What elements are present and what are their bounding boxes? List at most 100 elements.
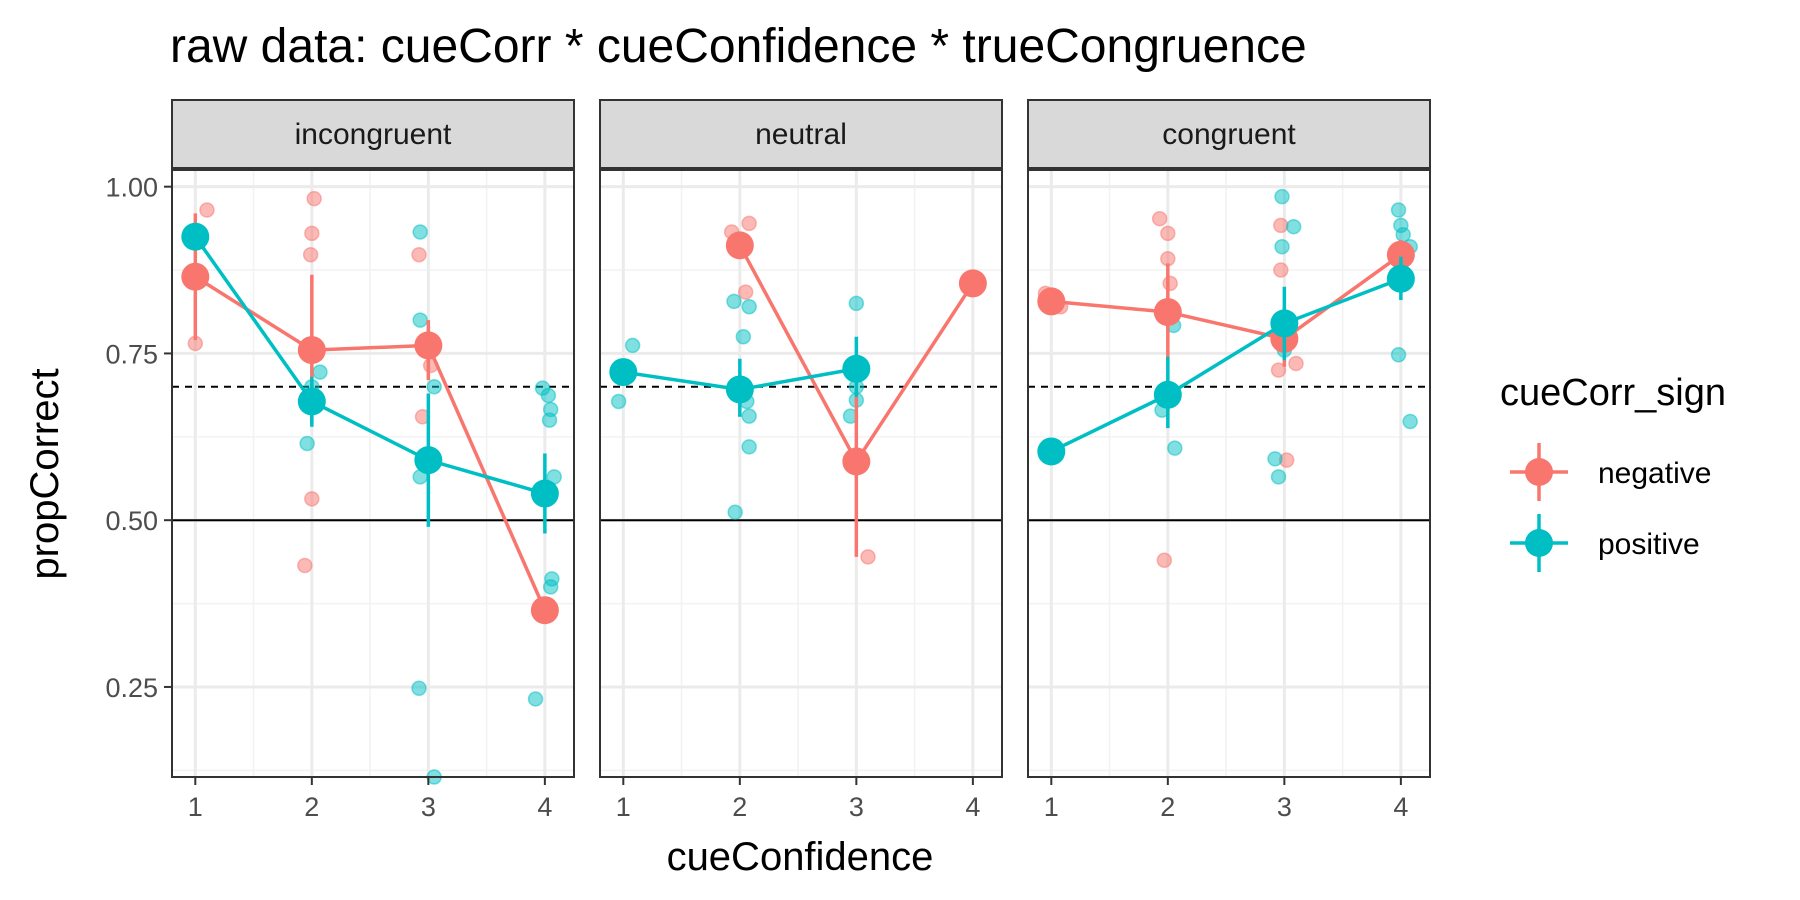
x-tick-label: 3 xyxy=(849,792,864,822)
mean-point-positive xyxy=(1037,437,1066,466)
raw-point-positive xyxy=(1402,413,1418,430)
raw-point-negative xyxy=(1156,552,1173,568)
raw-point-positive xyxy=(741,408,757,424)
panel-border xyxy=(1027,169,1431,778)
raw-point-positive xyxy=(1267,451,1283,467)
raw-point-negative xyxy=(1273,217,1289,234)
strip-label: incongruent xyxy=(295,118,452,151)
raw-point-positive xyxy=(1390,202,1407,218)
raw-point-positive xyxy=(848,295,865,312)
raw-point-positive xyxy=(1285,218,1302,235)
raw-point-negative xyxy=(1162,275,1178,292)
raw-point-positive xyxy=(741,298,757,315)
facet-congruent: congruent 1 2 3 4 xyxy=(1027,99,1431,822)
y-tick-label: 1.00 xyxy=(105,173,158,203)
raw-point-positive xyxy=(299,435,315,452)
raw-point-negative xyxy=(199,202,215,218)
legend-key-negative xyxy=(1510,443,1568,501)
panel-background xyxy=(600,170,1002,777)
legend-key-positive xyxy=(1510,514,1568,572)
mean-point-negative xyxy=(725,231,754,260)
x-tick-label: 4 xyxy=(965,792,980,822)
raw-point-negative xyxy=(306,190,322,207)
y-tick-label: 0.25 xyxy=(105,673,158,703)
raw-point-positive xyxy=(542,579,559,595)
x-tick-label: 4 xyxy=(1393,792,1408,822)
raw-point-positive xyxy=(541,412,558,428)
strip-label: congruent xyxy=(1162,118,1296,151)
y-tick-label: 0.50 xyxy=(105,506,158,536)
facets: incongruent 1 2 3 4 neutral 1 2 3 4 congruent 1 2 3 4 xyxy=(171,99,1431,822)
raw-point-positive xyxy=(412,224,428,240)
x-tick-label: 3 xyxy=(1277,792,1292,822)
raw-point-negative xyxy=(411,246,427,263)
chart-title: raw data: cueCorr * cueConfidence * true… xyxy=(170,20,1307,73)
legend-title: cueCorr_sign xyxy=(1500,372,1726,414)
facet-neutral: neutral 1 2 3 4 xyxy=(599,99,1003,822)
mean-point-negative xyxy=(1386,240,1415,269)
mean-point-positive xyxy=(725,375,754,404)
raw-point-negative xyxy=(1288,355,1304,372)
raw-point-positive xyxy=(1390,347,1407,363)
x-axis-title: cueConfidence xyxy=(667,835,934,879)
raw-point-negative xyxy=(1151,210,1168,227)
mean-point-negative xyxy=(1037,287,1066,316)
legend-key-point xyxy=(1525,529,1553,557)
x-tick-label: 2 xyxy=(732,792,747,822)
x-tick-label: 1 xyxy=(188,792,203,822)
x-tick-label: 2 xyxy=(304,792,319,822)
raw-point-positive xyxy=(1274,238,1290,255)
raw-point-negative xyxy=(1160,225,1176,242)
mean-point-negative xyxy=(1153,298,1182,327)
raw-point-negative xyxy=(741,215,757,232)
mean-point-negative xyxy=(530,596,559,625)
raw-point-negative xyxy=(737,284,754,300)
y-axis: 0.25 0.50 0.75 1.00 xyxy=(105,173,172,703)
y-tick-label: 0.75 xyxy=(105,339,158,369)
x-tick-label: 4 xyxy=(537,792,552,822)
mean-point-positive xyxy=(181,222,210,251)
mean-point-positive xyxy=(842,354,871,383)
legend: cueCorr_sign negative positive xyxy=(1500,372,1726,572)
legend-label-positive: positive xyxy=(1598,528,1700,561)
mean-point-positive xyxy=(297,387,326,416)
raw-point-negative xyxy=(304,225,320,242)
raw-point-positive xyxy=(426,379,442,395)
legend-key-point xyxy=(1525,458,1553,486)
strip-background xyxy=(171,99,575,169)
x-tick-label: 3 xyxy=(421,792,436,822)
mean-line-positive xyxy=(1050,277,1402,454)
mean-point-positive xyxy=(1153,380,1182,409)
x-tick-label: 2 xyxy=(1160,792,1175,822)
mean-point-positive xyxy=(609,358,638,387)
panel-background xyxy=(1028,170,1430,777)
x-tick-label: 1 xyxy=(616,792,631,822)
mean-line-negative xyxy=(1051,253,1402,341)
x-tick-label: 1 xyxy=(1044,792,1059,822)
raw-point-positive xyxy=(1274,188,1290,205)
raw-point-positive xyxy=(412,312,428,328)
mean-point-positive xyxy=(1270,309,1299,338)
raw-point-positive xyxy=(624,337,641,354)
panel-border xyxy=(171,169,575,778)
raw-point-positive xyxy=(1270,469,1287,485)
legend-label-negative: negative xyxy=(1598,457,1711,490)
panel-border xyxy=(599,169,1003,778)
raw-point-positive xyxy=(727,504,743,520)
mean-point-negative xyxy=(297,336,326,365)
raw-point-positive xyxy=(735,329,752,345)
raw-point-negative xyxy=(1273,262,1289,278)
raw-point-negative xyxy=(297,557,313,574)
raw-point-positive xyxy=(726,293,742,310)
raw-point-negative xyxy=(304,491,320,507)
strip-label: neutral xyxy=(755,118,847,151)
raw-point-positive xyxy=(411,680,427,697)
raw-point-positive xyxy=(527,691,544,707)
mean-point-negative xyxy=(958,269,987,298)
raw-point-positive xyxy=(312,364,328,380)
raw-point-positive xyxy=(1167,440,1183,456)
raw-point-negative xyxy=(302,246,319,263)
raw-point-positive xyxy=(610,393,627,410)
facet-incongruent: incongruent 1 2 3 4 xyxy=(171,99,575,822)
